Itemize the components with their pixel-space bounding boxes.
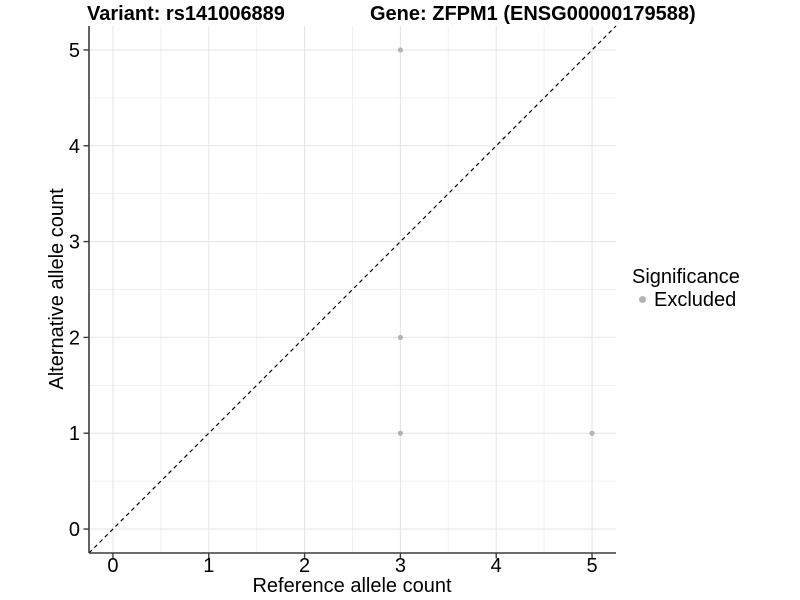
legend-title: Significance: [632, 266, 740, 288]
data-point-excluded: [589, 430, 595, 436]
legend-key-point-icon: [639, 296, 646, 303]
grid-minor-lines: [89, 26, 616, 553]
y-tick-label: 2: [69, 327, 80, 349]
y-tick-label: 4: [69, 136, 80, 158]
y-tick-label: 1: [69, 423, 80, 445]
x-tick-label: 1: [203, 555, 214, 577]
y-tick-label: 5: [69, 40, 80, 62]
x-axis-title: Reference allele count: [252, 575, 451, 597]
x-tick-label: 5: [586, 555, 597, 577]
x-tick-label: 3: [395, 555, 406, 577]
axis-lines: [88, 26, 616, 554]
axis-tick-marks: [83, 49, 593, 559]
x-tick-label: 2: [299, 555, 310, 577]
grid-major-lines: [89, 26, 616, 553]
data-point-excluded: [397, 430, 404, 436]
y-tick-label: 3: [69, 232, 80, 254]
data-point-excluded: [397, 334, 404, 341]
variant-title: Variant: rs141006889: [87, 3, 285, 25]
x-tick-label: 0: [107, 555, 118, 577]
x-tick-label: 4: [491, 555, 502, 577]
legend-item-label-excluded: Excluded: [654, 289, 736, 311]
data-points: [397, 47, 595, 436]
data-point-excluded: [397, 47, 404, 53]
y-tick-label: 0: [69, 519, 80, 541]
axis-tick-labels: 0 1 2 3 4 5 0 1 2 3 4 5: [69, 40, 598, 577]
y-axis-title: Alternative allele count: [46, 188, 68, 390]
gene-title: Gene: ZFPM1 (ENSG00000179588): [370, 3, 696, 25]
legend: Significance Excluded: [632, 266, 740, 311]
